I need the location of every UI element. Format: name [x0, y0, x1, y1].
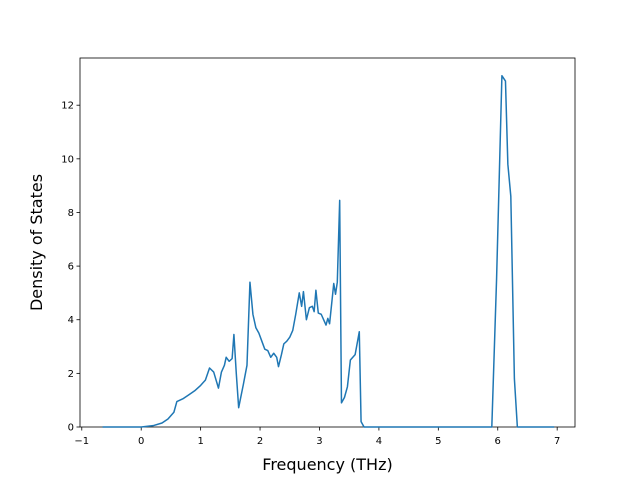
x-tick-label: 2 — [257, 436, 263, 447]
x-tick-label: 5 — [435, 436, 441, 447]
x-tick-label: 0 — [138, 436, 144, 447]
x-tick-label: 3 — [316, 436, 322, 447]
y-tick-label: 10 — [61, 154, 74, 165]
y-tick-label: 6 — [68, 262, 74, 273]
x-tick-label: −1 — [74, 436, 89, 447]
y-tick-label: 2 — [68, 369, 74, 380]
y-tick-label: 12 — [61, 101, 74, 112]
x-axis-label: Frequency (THz) — [262, 455, 392, 474]
x-tick-label: 7 — [554, 436, 560, 447]
dos-line — [102, 74, 555, 428]
y-axis-label: Density of States — [27, 174, 46, 311]
x-tick-label: 6 — [495, 436, 501, 447]
y-tick-label: 4 — [68, 315, 74, 326]
y-tick-label: 0 — [68, 423, 74, 434]
axes-frame — [79, 57, 576, 428]
y-tick-label: 8 — [68, 208, 74, 219]
x-tick-label: 4 — [376, 436, 382, 447]
x-tick-label: 1 — [197, 436, 203, 447]
